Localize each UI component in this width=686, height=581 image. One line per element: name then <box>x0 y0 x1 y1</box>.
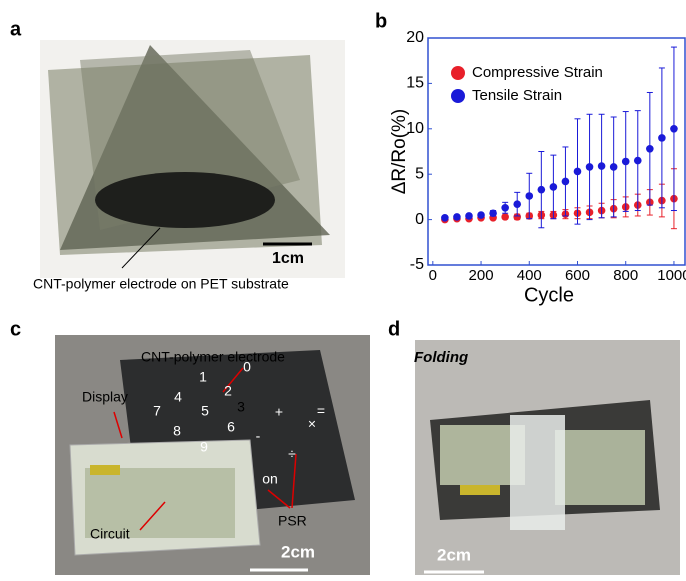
annotation: CNT-polymer electrode <box>141 349 285 365</box>
key-label: 3 <box>237 399 245 415</box>
x-tick-label: 400 <box>517 267 542 284</box>
key-label: 8 <box>173 423 181 439</box>
annotation: CNT-polymer electrode on PET substrate <box>33 276 289 292</box>
point <box>586 163 594 171</box>
point <box>453 213 461 221</box>
point <box>574 168 582 176</box>
y-tick-label: 0 <box>415 211 424 228</box>
point <box>634 157 642 165</box>
caption: Folding <box>414 349 468 366</box>
legend-marker <box>451 66 465 80</box>
key-label: - <box>256 428 261 444</box>
y-tick-label: 15 <box>406 75 424 92</box>
annotation: Display <box>82 389 128 405</box>
x-tick-label: 1000 <box>657 267 686 284</box>
panel-label: d <box>388 318 400 340</box>
point <box>501 204 509 212</box>
legend-marker <box>451 89 465 103</box>
annotation: Circuit <box>90 526 130 542</box>
key-label: 4 <box>174 389 182 405</box>
point <box>477 211 485 219</box>
key-label: ÷ <box>288 446 296 462</box>
point <box>525 192 533 200</box>
legend-label: Tensile Strain <box>472 87 562 104</box>
x-tick-label: 600 <box>565 267 590 284</box>
y-tick-label: -5 <box>410 256 424 273</box>
legend-label: Compressive Strain <box>472 64 603 81</box>
scale-bar-label: 1cm <box>272 250 304 267</box>
point <box>513 200 521 208</box>
point <box>441 214 449 222</box>
x-tick-label: 800 <box>613 267 638 284</box>
point <box>598 162 606 170</box>
figure: a b c d 1cm CNT-polymer electrode on PET subs… <box>0 0 686 581</box>
scale-bar-label: 2cm <box>437 545 471 564</box>
point <box>622 158 630 166</box>
annotation: PSR <box>278 513 307 529</box>
panel-label: c <box>10 318 21 340</box>
point <box>550 183 558 191</box>
key-label: 9 <box>200 439 208 455</box>
x-axis-label: Cycle <box>524 284 574 306</box>
photo-d <box>415 340 680 575</box>
key-label: 2 <box>224 383 232 399</box>
point <box>670 125 678 133</box>
y-axis-label: ΔR/Ro(%) <box>389 109 410 195</box>
key-label: + <box>275 404 283 420</box>
key-label: on <box>262 471 278 487</box>
panel-label: b <box>375 10 387 32</box>
point <box>562 178 570 186</box>
key-label: 0 <box>243 359 251 375</box>
y-tick-label: 5 <box>415 165 424 182</box>
x-tick-label: 200 <box>469 267 494 284</box>
scale-bar-label: 2cm <box>281 542 315 561</box>
point <box>501 213 509 221</box>
key-label: 6 <box>227 419 235 435</box>
key-label: 5 <box>201 403 209 419</box>
point <box>538 186 546 194</box>
key-label: 7 <box>153 403 161 419</box>
y-tick-label: 20 <box>406 29 424 46</box>
point <box>489 209 497 217</box>
key-label: = <box>317 403 325 419</box>
panel-label: a <box>10 18 22 40</box>
point <box>658 134 666 142</box>
key-label: × <box>308 416 316 432</box>
point <box>465 212 473 220</box>
point <box>646 145 654 153</box>
photo-a <box>40 40 345 278</box>
point <box>610 163 618 171</box>
x-tick-label: 0 <box>429 267 437 284</box>
key-label: 1 <box>199 369 207 385</box>
